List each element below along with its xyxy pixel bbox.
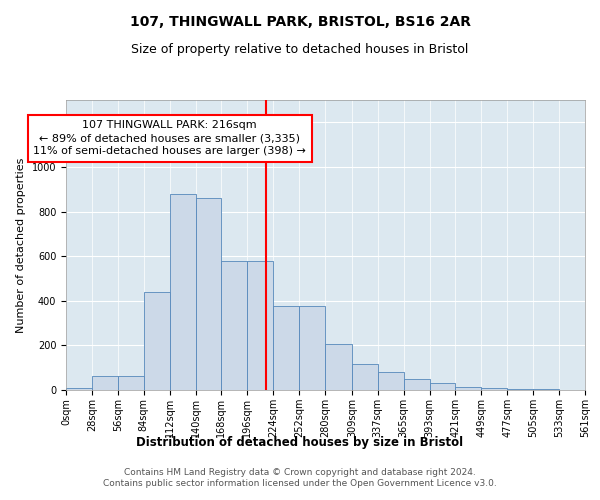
Bar — [66, 388, 92, 390]
Bar — [273, 306, 299, 390]
Bar — [221, 260, 247, 390]
Bar — [507, 389, 533, 390]
Bar — [144, 292, 170, 390]
Text: Size of property relative to detached houses in Bristol: Size of property relative to detached ho… — [131, 42, 469, 56]
Bar — [481, 388, 507, 390]
Bar — [352, 364, 378, 390]
Text: 107, THINGWALL PARK, BRISTOL, BS16 2AR: 107, THINGWALL PARK, BRISTOL, BS16 2AR — [130, 15, 470, 29]
Bar — [170, 194, 196, 390]
Bar — [430, 384, 455, 390]
Bar — [404, 379, 430, 390]
Bar — [196, 198, 221, 390]
Text: 107 THINGWALL PARK: 216sqm  
← 89% of detached houses are smaller (3,335)
11% of: 107 THINGWALL PARK: 216sqm ← 89% of deta… — [33, 120, 306, 156]
Y-axis label: Number of detached properties: Number of detached properties — [16, 158, 26, 332]
Bar — [247, 260, 273, 390]
Bar — [325, 344, 352, 390]
Bar — [378, 372, 404, 390]
Bar — [92, 376, 118, 390]
Bar — [118, 376, 144, 390]
Text: Contains HM Land Registry data © Crown copyright and database right 2024.
Contai: Contains HM Land Registry data © Crown c… — [103, 468, 497, 487]
Text: Distribution of detached houses by size in Bristol: Distribution of detached houses by size … — [136, 436, 464, 449]
Bar — [299, 306, 325, 390]
Bar — [455, 386, 481, 390]
